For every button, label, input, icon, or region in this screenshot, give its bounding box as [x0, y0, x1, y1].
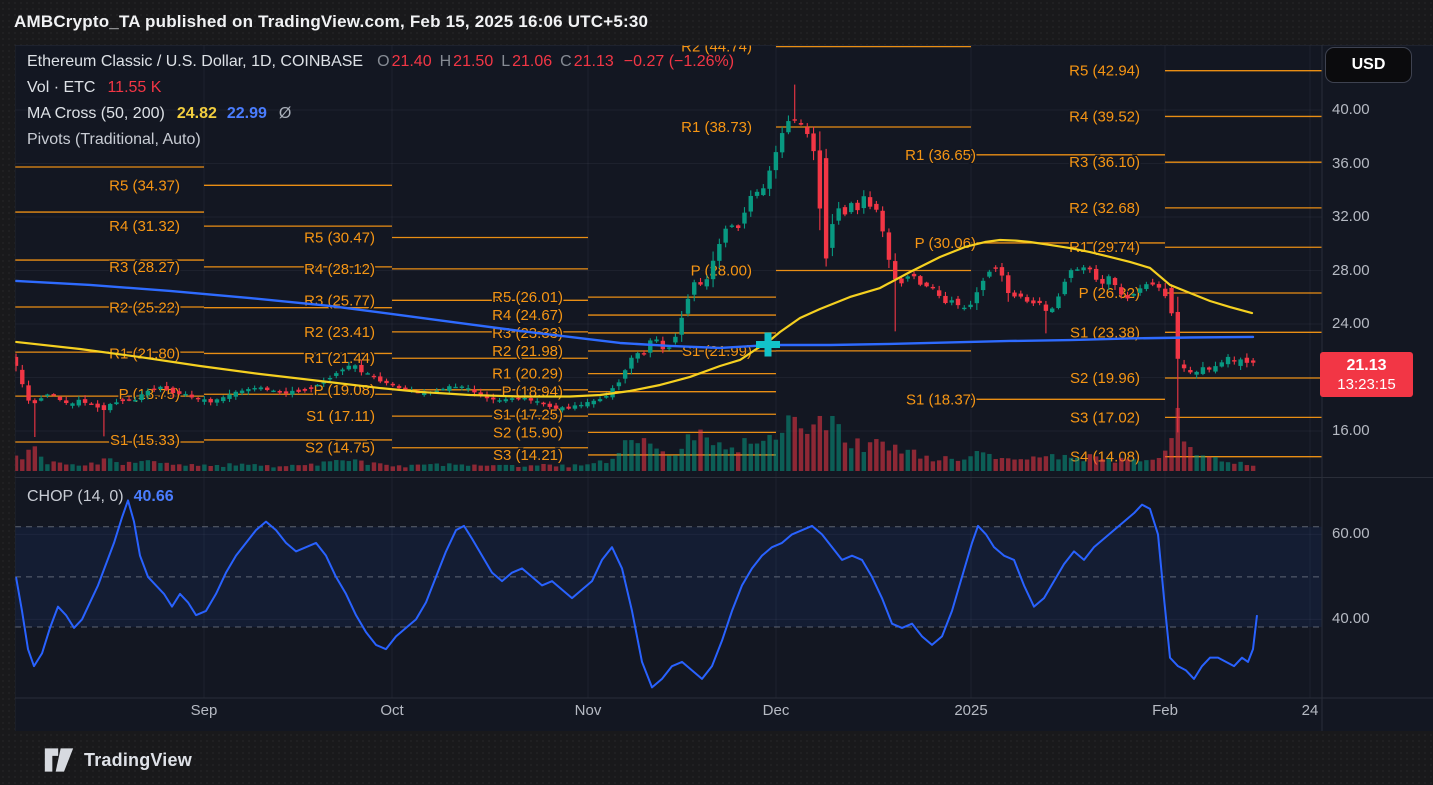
- volume-legend-row[interactable]: Vol · ETC 11.55 K: [27, 79, 161, 97]
- pivot-label: R5 (34.37): [109, 177, 180, 194]
- pivot-label: R4 (24.67): [492, 307, 563, 324]
- pivot-label: R2 (32.68): [1069, 200, 1140, 217]
- pivot-label: S2 (15.90): [493, 424, 563, 441]
- ma-50-line: [15, 238, 1254, 398]
- pivot-label: R2 (44.74): [681, 45, 752, 56]
- time-axis-label: Sep: [190, 702, 218, 719]
- low-value: 21.06: [512, 53, 553, 70]
- footer-watermark[interactable]: TradingView: [44, 747, 192, 773]
- pivot-label: R2 (21.98): [492, 343, 563, 360]
- pivot-label: R1 (21.80): [109, 345, 180, 362]
- high-value: 21.50: [453, 53, 494, 70]
- time-axis-label: Nov: [574, 702, 602, 719]
- pivot-label: S3 (17.02): [1070, 409, 1140, 426]
- pivot-label: S1 (21.99): [682, 343, 752, 360]
- pivot-label: R5 (26.01): [492, 289, 563, 306]
- ma-fast-value: 24.82: [176, 105, 217, 122]
- symbol-legend-row[interactable]: Ethereum Classic / U.S. Dollar, 1D, COIN…: [27, 53, 734, 71]
- ma-slow-value: 22.99: [226, 105, 267, 122]
- ma-cross-label[interactable]: MA Cross (50, 200): [27, 105, 165, 122]
- pivot-label: S1 (18.37): [906, 391, 976, 408]
- time-axis-label: Oct: [380, 702, 404, 719]
- price-axis-tick: 36.00: [1332, 154, 1370, 172]
- chop-legend-row[interactable]: CHOP (14, 0) 40.66: [27, 488, 174, 506]
- pivot-label: R2 (23.41): [304, 324, 375, 341]
- watermark-brand: TradingView: [84, 749, 192, 770]
- close-label: C: [560, 53, 572, 70]
- time-axis-label: 24: [1301, 702, 1319, 719]
- price-axis-tick: 32.00: [1332, 208, 1370, 225]
- pivot-label: R1 (36.65): [905, 147, 976, 164]
- tradingview-logo-icon: [44, 748, 74, 772]
- time-axis-label: Feb: [1152, 702, 1178, 719]
- chop-axis-tick: 60.00: [1332, 525, 1370, 543]
- low-label: L: [501, 53, 511, 70]
- ma-200-line: [15, 279, 1255, 350]
- ma-cross-marker-symbol: Ø: [278, 105, 292, 122]
- pivot-label: S3 (14.21): [493, 447, 563, 464]
- pivot-label: R5 (30.47): [304, 229, 375, 246]
- pivot-label: R4 (28.12): [304, 261, 375, 278]
- pivot-label: P (30.06): [915, 235, 976, 252]
- pivot-label: S1 (17.11): [306, 408, 375, 425]
- pivots-label[interactable]: Pivots (Traditional, Auto): [27, 131, 201, 148]
- price-axis-tick: 16.00: [1332, 422, 1370, 439]
- pivots-legend-row[interactable]: Pivots (Traditional, Auto): [27, 131, 201, 149]
- chop-value: 40.66: [133, 488, 174, 505]
- change-value: −0.27 (−1.26%): [623, 53, 735, 70]
- pivot-label: R1 (21.44): [304, 350, 375, 367]
- publish-header: AMBCrypto_TA published on TradingView.co…: [14, 12, 649, 31]
- last-price-value: 21.13: [1346, 356, 1387, 374]
- pivot-label: R4 (39.52): [1069, 108, 1140, 125]
- time-axis-label: Dec: [762, 702, 790, 719]
- price-axis-tick: 24.00: [1332, 315, 1370, 332]
- last-price-tag: 21.13 13:23:15: [1320, 352, 1413, 397]
- pivot-label: R3 (28.27): [109, 259, 180, 276]
- chart-canvas[interactable]: R5 (34.37) R4 (31.32) R3 (28.27) R2 (25.22)…: [15, 45, 1433, 731]
- symbol-title[interactable]: Ethereum Classic / U.S. Dollar, 1D, COIN…: [27, 53, 364, 70]
- pivot-label: R1 (38.73): [681, 119, 752, 136]
- pivot-label: S1 (15.33): [110, 432, 180, 449]
- high-label: H: [439, 53, 452, 70]
- pivot-label: S2 (14.75): [305, 440, 375, 457]
- pivot-label: P (26.32): [1079, 285, 1140, 302]
- pivot-label: S2 (19.96): [1070, 370, 1140, 387]
- pivot-label: P (18.94): [502, 384, 563, 401]
- chop-line: [15, 499, 1258, 689]
- price-axis-tick: 40.00: [1332, 101, 1370, 118]
- chop-axis-tick: 40.00: [1332, 610, 1370, 628]
- pivot-label: R5 (42.94): [1069, 63, 1140, 80]
- ma-cross-marker-icon: [756, 332, 780, 357]
- price-axis-tick: 28.00: [1332, 261, 1370, 279]
- time-axis-label: 2025: [954, 702, 988, 719]
- pivot-label: R4 (31.32): [109, 218, 180, 235]
- close-value: 21.13: [573, 53, 614, 70]
- pivot-label: P (28.00): [691, 263, 752, 280]
- pivot-label: R2 (25.22): [109, 300, 180, 317]
- ma-cross-legend-row[interactable]: MA Cross (50, 200) 24.82 22.99 Ø: [27, 105, 291, 123]
- pivot-label: S1 (17.25): [493, 406, 563, 423]
- chop-label[interactable]: CHOP (14, 0): [27, 488, 124, 505]
- chart-background: [15, 45, 1433, 731]
- volume-value: 11.55 K: [107, 79, 162, 96]
- pivot-label: R3 (36.10): [1069, 154, 1140, 171]
- pivot-label: R1 (20.29): [492, 366, 563, 383]
- pivot-label: R1 (29.74): [1069, 239, 1140, 256]
- open-label: O: [377, 53, 390, 70]
- open-value: 21.40: [391, 53, 432, 70]
- bar-countdown: 13:23:15: [1337, 375, 1396, 393]
- volume-bars: [15, 407, 1256, 471]
- volume-label[interactable]: Vol · ETC: [27, 79, 96, 96]
- currency-toggle-button[interactable]: USD: [1325, 47, 1412, 83]
